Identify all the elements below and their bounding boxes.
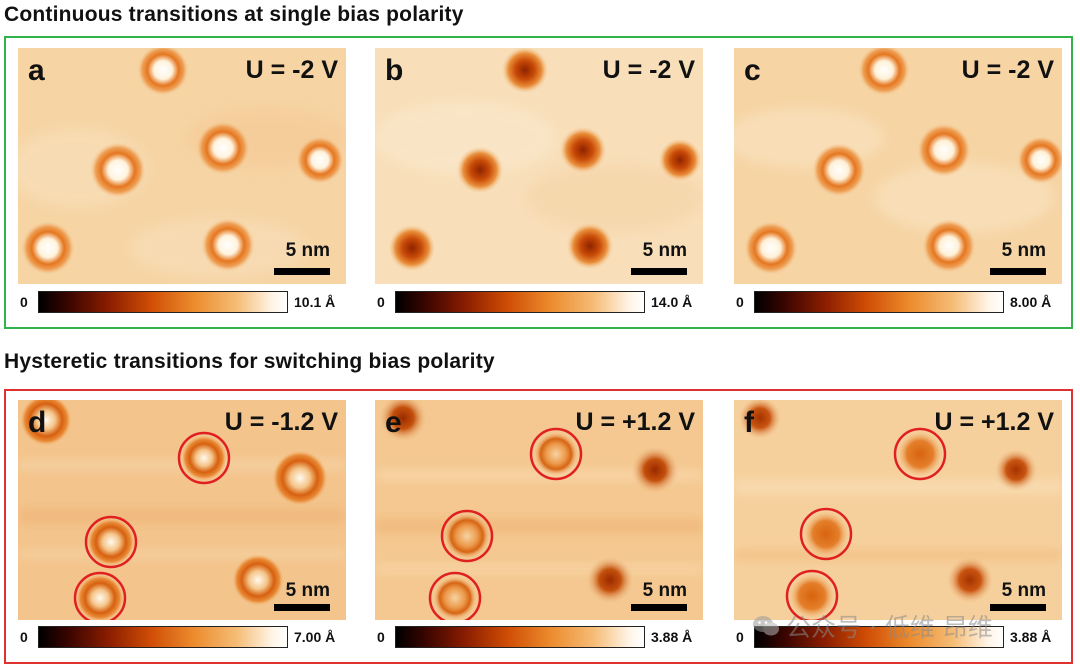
frame-hysteretic: [4, 389, 1073, 664]
scale-bar: [990, 604, 1046, 611]
colorbar-min: 0: [736, 294, 744, 310]
colorbar-c: 0 8.00 Å: [736, 289, 1066, 317]
scale-bar: [631, 268, 687, 275]
colorbar-b: 0 14.0 Å: [377, 289, 707, 317]
stm-image-e: [375, 400, 703, 620]
scale-bar: [990, 268, 1046, 275]
panel-label: e: [385, 406, 402, 439]
colorbar-max: 14.0 Å: [651, 294, 693, 310]
highlight-circles: [73, 431, 231, 620]
highlight-circles: [428, 427, 583, 620]
colorbar-d: 0 7.00 Å: [20, 624, 350, 652]
bias-voltage: U = -2 V: [961, 56, 1054, 84]
panel-f: f U = +1.2 V 5 nm: [734, 400, 1062, 620]
section-title-continuous: Continuous transitions at single bias po…: [4, 3, 464, 26]
panel-b: b U = -2 V 5 nm: [375, 48, 703, 284]
panel-label: d: [28, 406, 47, 439]
colorbar-min: 0: [377, 629, 385, 645]
scale-bar: [631, 604, 687, 611]
colorbar-max: 8.00 Å: [1010, 294, 1052, 310]
scale-bar-label: 5 nm: [642, 580, 687, 601]
stm-image-d: [18, 400, 346, 620]
stm-image-a: [18, 48, 346, 284]
bias-voltage: U = +1.2 V: [934, 408, 1054, 436]
scale-bar: [274, 604, 330, 611]
colorbar-gradient: [395, 626, 645, 648]
section-title-hysteretic: Hysteretic transitions for switching bia…: [4, 350, 495, 373]
colorbar-f: 0 3.88 Å: [736, 624, 1066, 652]
bias-voltage: U = +1.2 V: [575, 408, 695, 436]
scale-bar-label: 5 nm: [1001, 580, 1046, 601]
stm-image-b: [375, 48, 703, 284]
scale-bar-label: 5 nm: [1001, 240, 1046, 261]
panel-label: f: [744, 406, 754, 439]
frame-continuous: [4, 36, 1073, 329]
colorbar-a: 0 10.1 Å: [20, 289, 350, 317]
scale-bar-label: 5 nm: [642, 240, 687, 261]
scale-bar-label: 5 nm: [285, 580, 330, 601]
panel-label: a: [28, 54, 45, 87]
colorbar-min: 0: [20, 294, 28, 310]
watermark: 公众号 · 低维 昂维: [752, 608, 993, 644]
panel-a: a U = -2 V 5 nm: [18, 48, 346, 284]
panel-e: e U = +1.2 V 5 nm: [375, 400, 703, 620]
scale-bar: [274, 268, 330, 275]
bias-voltage: U = -2 V: [245, 56, 338, 84]
panel-label: b: [385, 54, 404, 87]
colorbar-min: 0: [377, 294, 385, 310]
highlight-circles: [785, 427, 947, 620]
panel-c: c U = -2 V 5 nm: [734, 48, 1062, 284]
colorbar-gradient: [754, 291, 1004, 313]
bias-voltage: U = -1.2 V: [224, 408, 338, 436]
colorbar-gradient: [38, 291, 288, 313]
scale-bar-label: 5 nm: [285, 240, 330, 261]
wechat-icon: [753, 616, 779, 636]
colorbar-min: 0: [20, 629, 28, 645]
colorbar-e: 0 3.88 Å: [377, 624, 707, 652]
panel-label: c: [744, 54, 761, 87]
colorbar-gradient: [754, 626, 1004, 648]
colorbar-max: 3.88 Å: [651, 629, 693, 645]
colorbar-max: 10.1 Å: [294, 294, 336, 310]
panel-d: d U = -1.2 V 5 nm: [18, 400, 346, 620]
colorbar-gradient: [38, 626, 288, 648]
colorbar-min: 0: [736, 629, 744, 645]
colorbar-max: 7.00 Å: [294, 629, 336, 645]
colorbar-gradient: [395, 291, 645, 313]
stm-image-c: [734, 48, 1062, 284]
stm-image-f: [734, 400, 1062, 620]
watermark-text: 公众号 · 低维 昂维: [786, 613, 993, 642]
colorbar-max: 3.88 Å: [1010, 629, 1052, 645]
bias-voltage: U = -2 V: [602, 56, 695, 84]
